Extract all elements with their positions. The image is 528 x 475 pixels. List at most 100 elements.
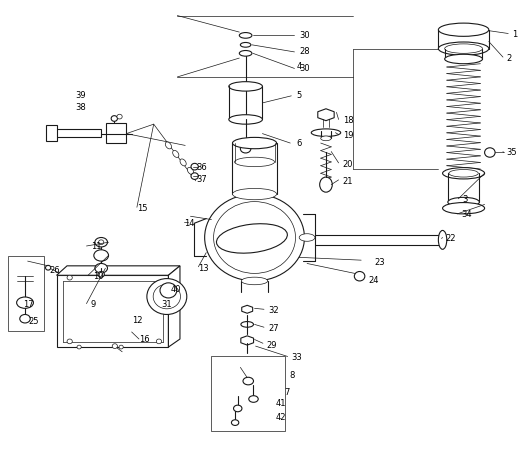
Text: 32: 32: [268, 306, 279, 315]
Polygon shape: [56, 266, 180, 275]
Circle shape: [77, 345, 81, 349]
Ellipse shape: [438, 230, 447, 249]
Ellipse shape: [319, 177, 332, 192]
Ellipse shape: [240, 42, 251, 47]
Text: 30: 30: [300, 64, 310, 73]
Circle shape: [111, 116, 117, 121]
Circle shape: [67, 276, 72, 280]
Ellipse shape: [147, 278, 187, 314]
Text: 19: 19: [343, 132, 353, 141]
Text: 38: 38: [75, 103, 86, 112]
Ellipse shape: [232, 189, 277, 200]
Circle shape: [67, 339, 72, 344]
Text: 22: 22: [445, 234, 456, 243]
Text: 16: 16: [139, 334, 149, 343]
Ellipse shape: [232, 137, 277, 149]
Text: 10: 10: [93, 272, 104, 281]
Text: 15: 15: [137, 204, 147, 213]
Text: 30: 30: [300, 31, 310, 40]
Polygon shape: [107, 123, 126, 143]
Circle shape: [191, 163, 199, 170]
Text: 2: 2: [507, 54, 512, 63]
Ellipse shape: [165, 142, 172, 149]
Ellipse shape: [320, 136, 331, 141]
Ellipse shape: [231, 420, 239, 426]
Text: 36: 36: [197, 163, 208, 172]
Text: 3: 3: [463, 195, 468, 204]
Ellipse shape: [442, 168, 485, 179]
Text: 1: 1: [512, 30, 517, 39]
Text: 6: 6: [297, 139, 302, 148]
Text: 12: 12: [131, 316, 142, 324]
Ellipse shape: [153, 284, 181, 309]
Text: 11: 11: [91, 242, 101, 251]
Text: 21: 21: [343, 177, 353, 186]
Ellipse shape: [241, 322, 253, 327]
Ellipse shape: [243, 377, 253, 385]
Ellipse shape: [445, 54, 483, 64]
Text: 31: 31: [162, 300, 172, 309]
Circle shape: [117, 114, 122, 119]
Ellipse shape: [249, 396, 258, 402]
Circle shape: [156, 339, 162, 344]
Ellipse shape: [229, 82, 262, 91]
Text: 20: 20: [343, 160, 353, 169]
Polygon shape: [46, 125, 56, 141]
Text: 5: 5: [297, 91, 302, 100]
Ellipse shape: [180, 159, 186, 166]
Ellipse shape: [94, 250, 109, 261]
Ellipse shape: [312, 129, 341, 136]
Ellipse shape: [448, 197, 479, 207]
Text: 13: 13: [199, 264, 209, 273]
Circle shape: [112, 344, 117, 349]
Text: 8: 8: [289, 371, 295, 380]
Ellipse shape: [354, 272, 365, 281]
Ellipse shape: [234, 157, 275, 167]
Ellipse shape: [214, 201, 296, 274]
Ellipse shape: [299, 234, 315, 241]
Ellipse shape: [233, 405, 242, 412]
Ellipse shape: [442, 202, 485, 214]
Ellipse shape: [485, 148, 495, 157]
Ellipse shape: [229, 115, 262, 124]
Text: 40: 40: [171, 285, 181, 294]
Ellipse shape: [216, 224, 287, 253]
Circle shape: [98, 272, 105, 277]
Ellipse shape: [240, 144, 251, 153]
Text: 33: 33: [291, 353, 302, 362]
Text: 25: 25: [29, 317, 39, 326]
Text: 29: 29: [267, 341, 277, 350]
Ellipse shape: [173, 151, 179, 157]
Text: 9: 9: [91, 300, 96, 309]
Circle shape: [191, 173, 199, 180]
Polygon shape: [242, 305, 253, 313]
Text: 35: 35: [507, 148, 517, 157]
Text: 17: 17: [23, 300, 34, 309]
Ellipse shape: [95, 238, 108, 247]
Ellipse shape: [239, 50, 252, 56]
Text: 4: 4: [297, 62, 302, 71]
Ellipse shape: [449, 170, 478, 177]
Ellipse shape: [241, 277, 268, 285]
Ellipse shape: [445, 44, 483, 53]
Text: 28: 28: [300, 48, 310, 57]
Text: 23: 23: [374, 257, 385, 266]
Polygon shape: [168, 266, 180, 347]
Text: 27: 27: [268, 323, 279, 332]
Ellipse shape: [438, 42, 489, 55]
Text: 24: 24: [368, 276, 379, 285]
Text: 42: 42: [276, 413, 286, 422]
Text: 26: 26: [50, 266, 60, 275]
Text: 34: 34: [461, 210, 472, 219]
Text: 7: 7: [284, 388, 289, 397]
Text: 14: 14: [184, 219, 195, 228]
Ellipse shape: [239, 33, 252, 38]
Circle shape: [45, 266, 51, 270]
Text: 41: 41: [276, 399, 286, 408]
Polygon shape: [56, 276, 168, 347]
Circle shape: [99, 240, 104, 245]
Text: 39: 39: [75, 91, 86, 100]
Ellipse shape: [205, 194, 305, 281]
Ellipse shape: [16, 297, 33, 308]
Polygon shape: [241, 336, 253, 345]
